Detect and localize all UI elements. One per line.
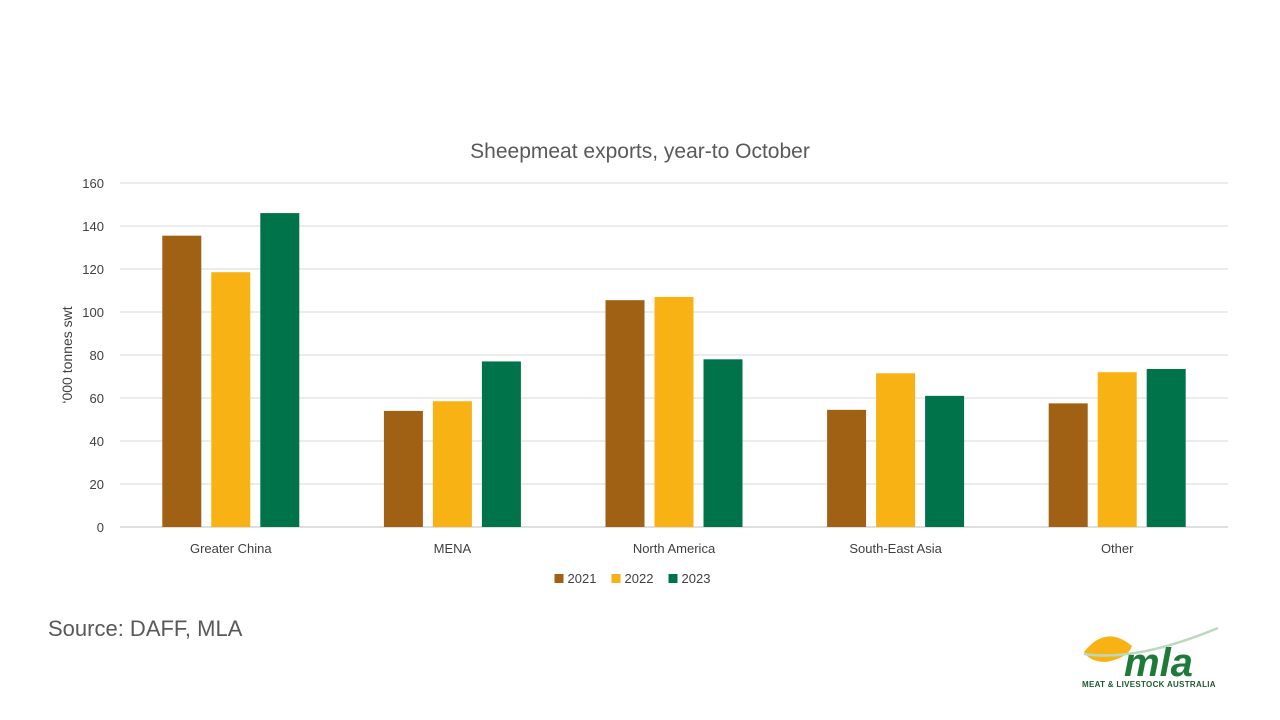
bar-2021 xyxy=(827,410,866,527)
y-tick-label: 60 xyxy=(90,391,104,406)
category-label: Other xyxy=(1101,541,1134,556)
bar-2023 xyxy=(260,213,299,527)
chart-title: Sheepmeat exports, year-to October xyxy=(470,140,810,163)
bar-2023 xyxy=(482,361,521,527)
y-tick-label: 40 xyxy=(90,434,104,449)
bar-2023 xyxy=(1147,369,1186,527)
y-tick-label: 100 xyxy=(82,305,104,320)
logo-tagline: MEAT & LIVESTOCK AUSTRALIA xyxy=(1082,680,1216,689)
x-axis-categories: Greater China MENA North America South-East… xyxy=(190,541,1134,556)
bar-2021 xyxy=(384,411,423,527)
legend-swatch xyxy=(612,574,621,583)
category-label: MENA xyxy=(434,541,472,556)
bar-2023 xyxy=(704,359,743,527)
legend-label: 2021 xyxy=(568,571,597,586)
bar-2021 xyxy=(1049,403,1088,527)
legend-swatch xyxy=(669,574,678,583)
legend: 2021 2022 2023 xyxy=(555,571,711,586)
logo-wordmark: mla xyxy=(1124,641,1193,685)
legend-label: 2023 xyxy=(682,571,711,586)
y-tick-label: 120 xyxy=(82,262,104,277)
y-tick-label: 80 xyxy=(90,348,104,363)
bar-2023 xyxy=(925,396,964,527)
y-axis-label: ‘000 tonnes swt xyxy=(59,306,75,403)
legend-label: 2022 xyxy=(625,571,654,586)
bar-2021 xyxy=(162,236,201,527)
bar-2022 xyxy=(1098,372,1137,527)
bar-2022 xyxy=(433,401,472,527)
category-label: Greater China xyxy=(190,541,272,556)
category-label: South-East Asia xyxy=(849,541,942,556)
y-tick-label: 0 xyxy=(97,520,104,535)
y-tick-label: 160 xyxy=(82,176,104,191)
bar-2022 xyxy=(211,272,250,527)
y-tick-label: 140 xyxy=(82,219,104,234)
source-note: Source: DAFF, MLA xyxy=(48,616,242,642)
legend-swatch xyxy=(555,574,564,583)
category-label: North America xyxy=(633,541,716,556)
y-tick-label: 20 xyxy=(90,477,104,492)
bar-2022 xyxy=(876,373,915,527)
bar-2021 xyxy=(606,300,645,527)
bar-2022 xyxy=(655,297,694,527)
y-axis-ticks: 0 20 40 60 80 100 120 140 160 xyxy=(82,176,104,535)
bars xyxy=(162,213,1185,527)
